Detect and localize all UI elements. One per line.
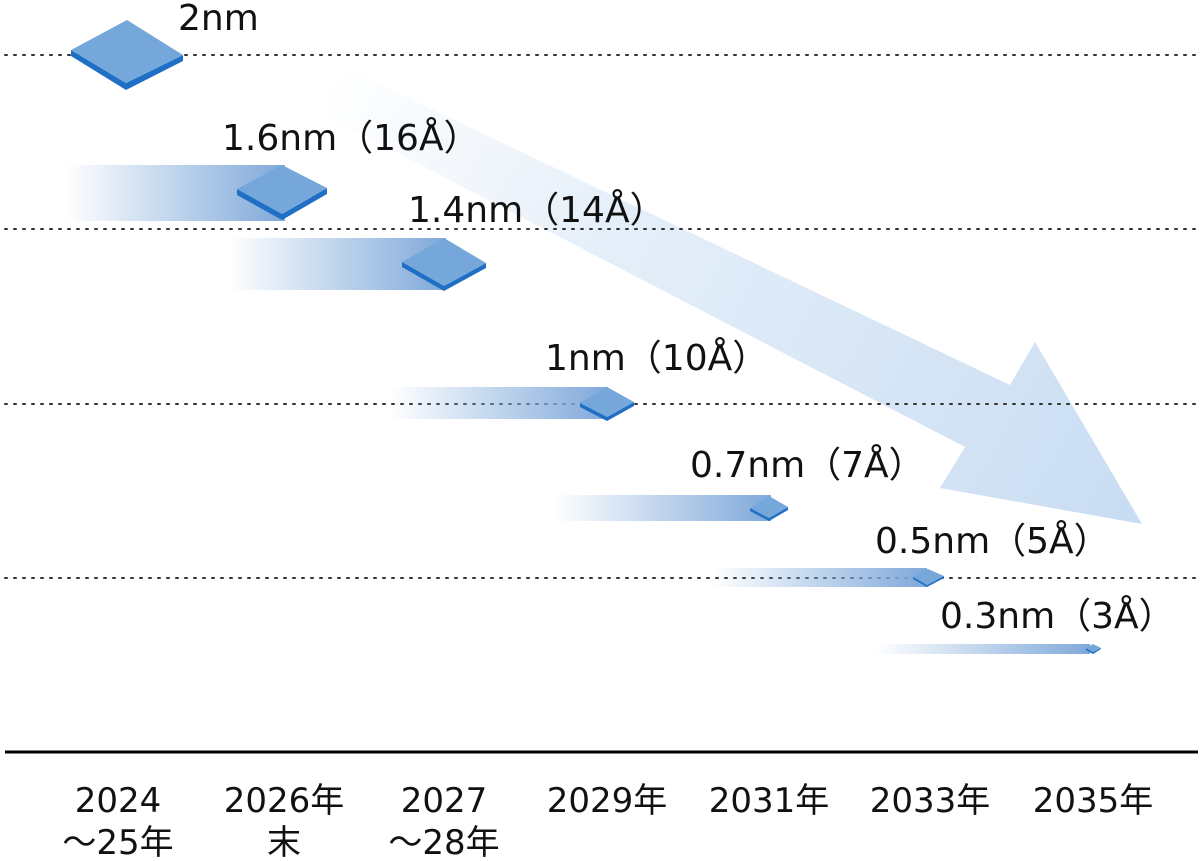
diamond-top [71,20,183,83]
trail [553,495,771,521]
trail [712,568,927,587]
timeline-labels: 2024 ～25年 2026年 末 2027 ～28年 2029年 2031年 … [62,781,1153,861]
year-label-line2: ～28年 [388,823,499,861]
diamond-edge [237,188,327,220]
node-label: 0.7nm（7Å） [690,443,925,486]
diamond-edge [913,576,944,587]
node-label: 1.6nm（16Å） [222,116,480,159]
diamond-edge [750,507,788,521]
diamond-top [237,165,327,214]
diamond-edge [580,402,634,421]
node-0.5nm: 0.5nm（5Å） [712,519,1110,587]
node-label: 2nm [178,0,259,39]
year-label: 2029年 [547,781,668,821]
node-1.4nm: 1.4nm（14Å） [228,188,666,291]
year-label: 2033年 [870,781,991,821]
year-label-line2: ～25年 [62,823,173,861]
diamond-top [913,569,944,585]
diamond-top [1086,644,1101,652]
trail [875,644,1090,654]
diamond-top [580,387,634,417]
node-1nm: 1nm（10Å） [390,336,768,421]
year-label: 2026年 [224,781,345,821]
node-0.3nm: 0.3nm（3Å） [875,594,1175,654]
node-label: 1.4nm（14Å） [408,188,666,231]
node-label: 1nm（10Å） [545,336,768,379]
node-label: 0.5nm（5Å） [875,519,1110,562]
year-label: 2024 [75,781,162,821]
node-1.6nm: 1.6nm（16Å） [65,116,480,221]
node-2nm: 2nm [71,0,259,90]
diamond-edge [402,262,486,291]
node-label: 0.3nm（3Å） [940,594,1175,637]
year-label: 2035年 [1033,781,1154,821]
diamond-top [750,496,788,518]
diamond-edge [1086,648,1101,654]
trail [390,387,608,419]
trend-arrow [330,74,1142,524]
diamond-top [402,238,486,286]
node-0.7nm: 0.7nm（7Å） [553,443,925,521]
diamond-edge [71,50,183,90]
year-label: 2027 [401,781,488,821]
year-label-line2: 末 [267,823,301,861]
year-label: 2031年 [709,781,830,821]
